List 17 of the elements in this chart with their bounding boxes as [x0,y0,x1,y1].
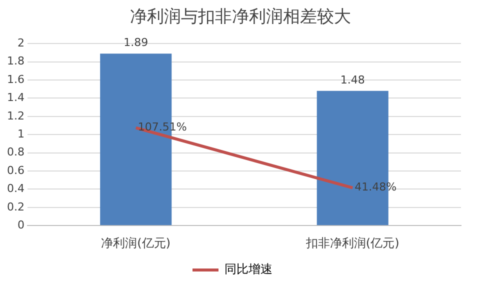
y-tick-label: 2 [17,36,24,50]
y-tick-label: 0.6 [6,164,24,177]
data-label: 1.89 [124,36,148,49]
legend-label: 同比增速 [224,262,272,276]
y-tick-label: 0.2 [6,200,24,214]
y-tick-label: 0.8 [6,146,24,159]
y-tick-label: 0 [17,218,24,232]
x-tick-label: 扣非净利润(亿元) [304,236,400,250]
data-label: 1.48 [340,73,365,86]
y-tick-label: 1.6 [6,72,24,86]
y-tick-label: 0.4 [6,182,24,196]
y-tick-label: 1.2 [6,109,24,122]
x-tick-label: 净利润(亿元) [101,236,171,250]
y-tick-label: 1 [17,127,24,140]
y-tick-label: 1.8 [6,54,24,68]
chart-title: 净利润与扣非净利润相差较大 [129,6,352,29]
y-tick-label: 1.4 [6,91,24,104]
